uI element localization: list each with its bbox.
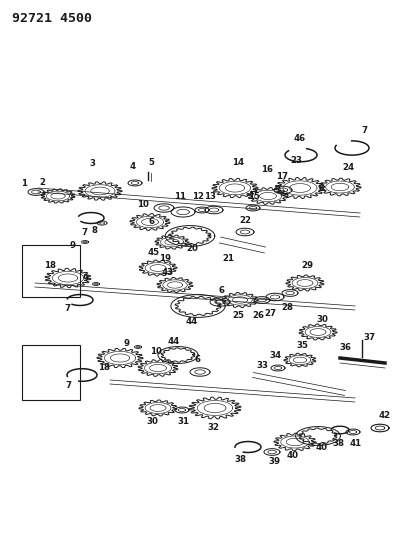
Text: 10: 10 [150, 348, 162, 357]
Text: 31: 31 [176, 417, 188, 426]
Text: 5: 5 [148, 157, 154, 166]
Text: 9: 9 [124, 338, 130, 348]
Text: 36: 36 [338, 343, 350, 351]
Text: 12: 12 [192, 191, 203, 200]
Text: 44: 44 [168, 337, 180, 346]
Text: 32: 32 [207, 423, 219, 432]
Text: 40: 40 [315, 443, 327, 453]
Text: 43: 43 [162, 268, 174, 277]
Text: 38: 38 [331, 439, 343, 448]
Text: 24: 24 [341, 163, 353, 172]
Text: 46: 46 [293, 133, 305, 142]
Text: 11: 11 [174, 191, 186, 200]
Text: 25: 25 [231, 311, 243, 320]
Text: 16: 16 [260, 165, 272, 174]
Text: 39: 39 [267, 457, 279, 466]
Text: 18: 18 [98, 364, 110, 373]
Text: 29: 29 [300, 261, 312, 270]
Text: 4: 4 [130, 161, 136, 171]
Text: 6: 6 [149, 216, 155, 225]
Text: 30: 30 [146, 417, 158, 426]
Text: 2: 2 [39, 177, 45, 187]
Text: 9: 9 [83, 273, 89, 282]
Text: 7: 7 [360, 125, 366, 134]
Text: 19: 19 [159, 254, 170, 262]
Text: 40: 40 [286, 451, 298, 461]
Text: 45: 45 [148, 247, 160, 256]
Text: 8: 8 [92, 225, 98, 235]
Text: 7: 7 [64, 303, 70, 312]
Text: 38: 38 [233, 455, 245, 464]
Text: 41: 41 [349, 439, 361, 448]
Text: 92721 4500: 92721 4500 [12, 12, 92, 25]
Text: 23: 23 [289, 156, 301, 165]
Text: 33: 33 [255, 360, 267, 369]
Text: 3: 3 [89, 158, 95, 167]
Text: 17: 17 [275, 172, 288, 181]
Text: 1: 1 [21, 179, 27, 188]
Text: 10: 10 [137, 199, 148, 208]
Text: 37: 37 [363, 333, 375, 342]
Text: 44: 44 [185, 318, 198, 327]
Text: 6: 6 [219, 286, 225, 295]
Text: 22: 22 [239, 215, 250, 224]
Text: 30: 30 [315, 316, 327, 325]
Text: 15: 15 [247, 191, 259, 200]
Text: 26: 26 [251, 311, 263, 319]
Text: 13: 13 [203, 191, 215, 200]
Text: 14: 14 [231, 157, 243, 166]
Text: 34: 34 [269, 351, 282, 360]
Text: 7: 7 [81, 228, 87, 237]
Text: 18: 18 [44, 261, 56, 270]
Text: 20: 20 [186, 244, 197, 253]
Text: 27: 27 [263, 309, 275, 318]
Text: 21: 21 [221, 254, 233, 262]
Text: 42: 42 [378, 411, 390, 421]
Text: 6: 6 [194, 356, 200, 365]
Text: 7: 7 [65, 381, 71, 390]
Text: 35: 35 [295, 342, 307, 351]
Text: 28: 28 [280, 303, 292, 311]
Text: 9: 9 [70, 240, 76, 249]
